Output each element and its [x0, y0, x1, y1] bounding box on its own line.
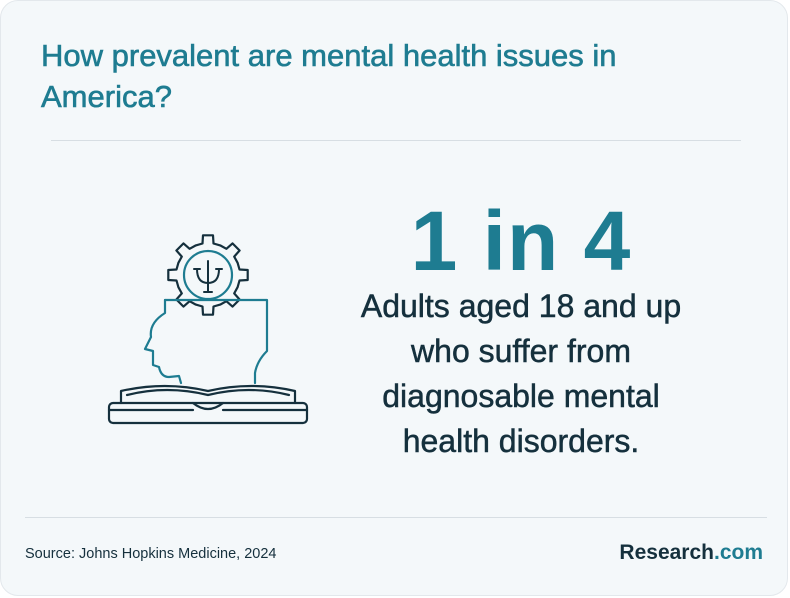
bottom-divider — [25, 517, 767, 518]
head-gear-psi-book-icon — [107, 234, 309, 425]
stat-description: Adults aged 18 and up who suffer from di… — [331, 284, 711, 464]
stat-description-line: Adults aged 18 and up — [360, 288, 682, 325]
source-citation: Source: Johns Hopkins Medicine, 2024 — [25, 546, 277, 562]
brand-suffix: .com — [713, 541, 763, 564]
stat-description-line: who suffer from — [411, 333, 631, 370]
stat-description-line: diagnosable mental — [382, 378, 660, 415]
stat-value: 1 in 4 — [410, 194, 632, 288]
brand-name: Research — [619, 541, 714, 564]
top-divider — [51, 140, 741, 141]
brand-logo: Research.com — [619, 539, 763, 567]
infographic-title: How prevalent are mental health issues i… — [41, 38, 617, 115]
stat-description-line: health disorders. — [402, 423, 640, 460]
